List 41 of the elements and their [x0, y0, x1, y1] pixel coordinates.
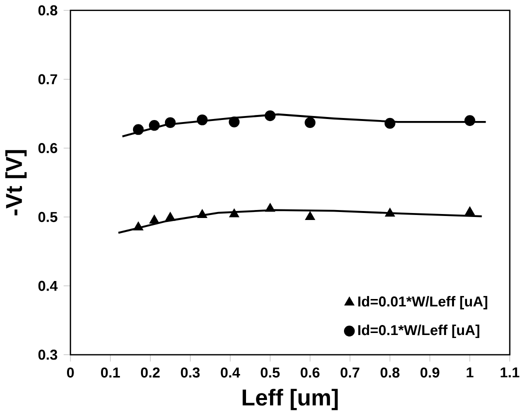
x-tick-label: 1.1 — [500, 367, 520, 378]
x-axis-title: Leff [um] — [242, 388, 338, 410]
point — [385, 208, 395, 216]
y-tick-label: 0.3 — [38, 349, 58, 360]
point — [384, 118, 396, 128]
y-tick-label: 0.8 — [38, 5, 58, 16]
point — [265, 203, 275, 212]
point — [464, 114, 476, 126]
point — [305, 211, 315, 220]
legend-label: Id=0.01*W/Leff [uA] — [358, 296, 488, 310]
point — [166, 212, 176, 220]
legend-label: Id=0.1*W/Leff [uA] — [358, 324, 480, 338]
point — [164, 117, 176, 128]
x-tick-label: 0.4 — [220, 367, 240, 378]
point — [229, 208, 239, 218]
x-tick-label: 0.6 — [300, 367, 320, 378]
x-tick-label: 0.9 — [420, 367, 440, 378]
point — [134, 222, 144, 230]
x-tick-label: 0.7 — [340, 367, 360, 378]
x-tick-label: 0.8 — [380, 367, 400, 378]
y-tick-label: 0.4 — [38, 280, 58, 291]
x-tick-label: 0.1 — [101, 367, 120, 378]
point — [150, 214, 160, 224]
x-tick-label: 0.5 — [260, 367, 280, 378]
y-tick-label: 0.7 — [38, 74, 58, 84]
point — [465, 206, 475, 215]
point — [228, 116, 240, 128]
point — [132, 124, 144, 135]
point — [197, 209, 208, 218]
point — [264, 110, 276, 121]
x-tick-label: 0.3 — [180, 367, 200, 378]
y-axis-title: -Vt [V] — [5, 150, 27, 216]
point — [304, 117, 316, 128]
y-tick-label: 0.5 — [38, 212, 58, 222]
line-series — [121, 113, 487, 138]
point — [148, 120, 160, 131]
y-tick-label: 0.6 — [38, 142, 58, 153]
x-tick-label: 1 — [466, 367, 474, 378]
x-tick-label: 0 — [67, 367, 74, 378]
x-tick-label: 0.2 — [140, 367, 160, 378]
point — [196, 114, 208, 126]
